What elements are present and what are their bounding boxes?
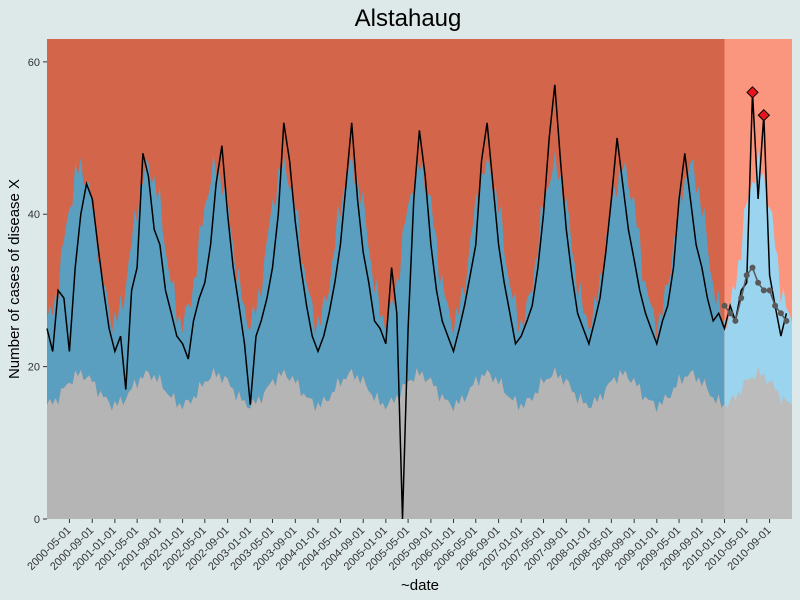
x-axis-title: ~date [401, 577, 439, 594]
y-tick-label: 40 [28, 209, 40, 221]
plot-area [46, 39, 792, 520]
forecast-point [743, 272, 750, 279]
y-tick-label: 0 [34, 514, 40, 526]
forecast-period-shade [724, 39, 792, 519]
baseline-zone [47, 366, 792, 519]
forecast-point [755, 279, 762, 286]
forecast-point [721, 302, 728, 309]
forecast-point [738, 295, 745, 301]
forecast-point [777, 310, 784, 317]
forecast-point [772, 302, 779, 309]
outbreak-marker [757, 108, 771, 122]
y-axis: 0 20 40 60 [28, 57, 47, 526]
forecast-point [766, 287, 773, 294]
chart-title: Alstahaug [355, 5, 462, 32]
forecast-point [727, 310, 734, 317]
forecast-point [783, 317, 790, 324]
observed-line [46, 84, 788, 520]
forecast-point [760, 287, 767, 294]
normal-band-forecast [724, 150, 792, 409]
y-tick-label: 60 [28, 57, 40, 69]
y-tick-label: 20 [28, 362, 40, 374]
normal-band [47, 150, 725, 413]
forecast-point [732, 317, 739, 324]
forecast-point [749, 264, 756, 271]
outbreak-marker [746, 86, 759, 99]
y-axis-title: Number of cases of disease X [6, 179, 23, 379]
